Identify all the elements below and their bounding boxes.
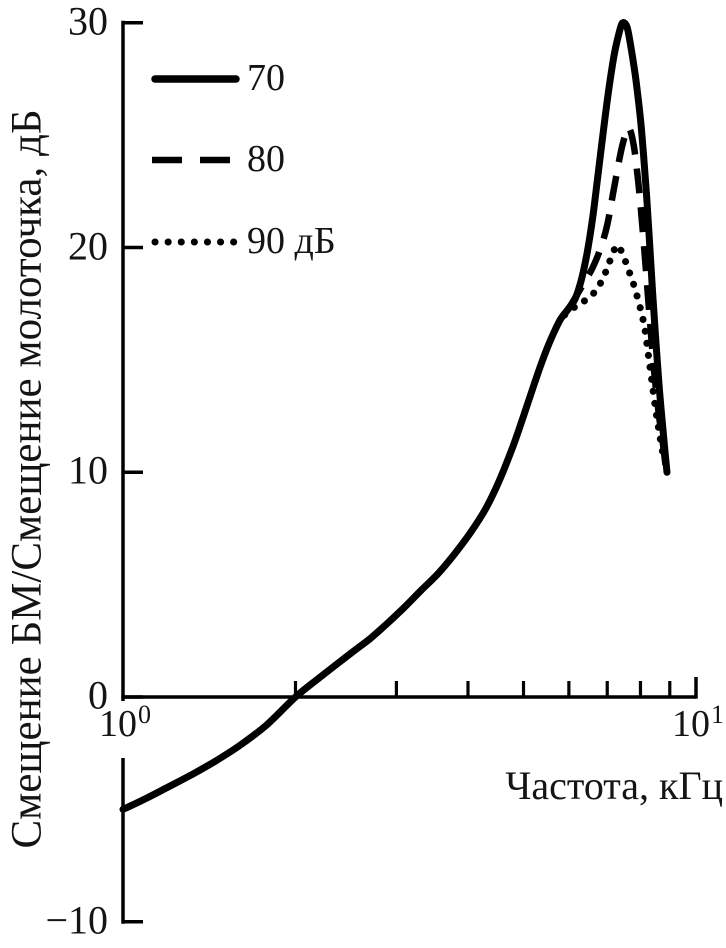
y-tick-label: 10: [68, 447, 108, 493]
curve-90-db-dotted: [561, 241, 668, 465]
curve-80-db-dashed: [566, 124, 669, 466]
y-tick-label: 0: [88, 672, 108, 718]
x-tick-label: 101: [672, 700, 724, 746]
y-tick-label: 20: [68, 223, 108, 269]
x-tick-exponent: 0: [138, 700, 151, 729]
axis-label-gap: [100, 701, 166, 758]
y-tick-label: −10: [45, 897, 108, 943]
legend-label-90: 90 дБ: [247, 220, 336, 263]
y-tick-label: 30: [68, 0, 108, 44]
x-tick-label: 100: [99, 700, 151, 746]
curve-70-db-solid: [119, 19, 671, 813]
x-axis-title: Частота, кГц: [505, 763, 723, 808]
y-axis-title: Смещение БМ/Смещение молоточка, дБ: [3, 109, 51, 849]
legend-label-80: 80: [247, 138, 285, 181]
x-tick-exponent: 1: [711, 700, 724, 729]
legend-label-70: 70: [247, 57, 285, 100]
